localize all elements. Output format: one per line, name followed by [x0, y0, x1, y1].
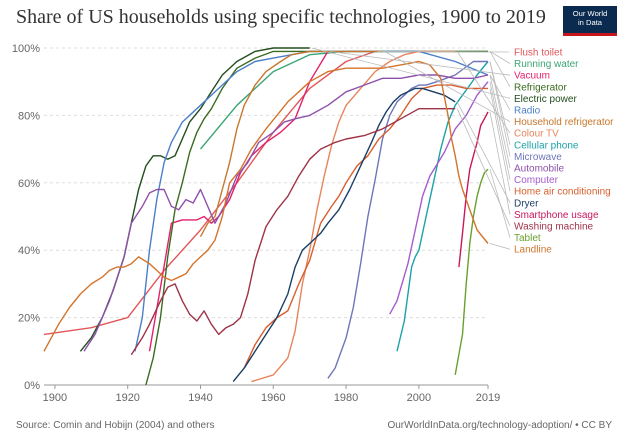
x-tick-label: 2019 — [476, 392, 500, 404]
gridlines — [44, 47, 489, 389]
y-tick-label: 80% — [18, 110, 40, 122]
legend-connector — [456, 51, 511, 134]
legend-connector — [311, 47, 511, 99]
series-lines — [43, 47, 489, 386]
logo-line-2: in Data — [577, 18, 603, 27]
y-axis-tick-labels: 0% 20% 40% 60% 80% 100% — [12, 43, 40, 392]
y-tick-label: 40% — [18, 245, 40, 257]
y-tick-label: 20% — [18, 313, 40, 325]
legend-label-computer[interactable]: Computer — [514, 175, 559, 186]
x-tick-label: 1960 — [261, 392, 285, 404]
y-tick-label: 0% — [24, 380, 40, 392]
series-line-landline[interactable] — [43, 60, 489, 352]
legend-label-running-water[interactable]: Running water — [514, 59, 579, 70]
legend-connector — [489, 51, 511, 87]
legend-label-household-refrigerator[interactable]: Household refrigerator — [514, 117, 614, 128]
legend-connectors — [311, 47, 511, 250]
legend-label-tablet[interactable]: Tablet — [514, 233, 541, 244]
legend-label-electric-power[interactable]: Electric power — [514, 94, 577, 105]
legend-connector — [489, 111, 511, 215]
legend-label-landline[interactable]: Landline — [514, 245, 552, 256]
legend-connector — [489, 74, 511, 169]
legend-label-flush-toilet[interactable]: Flush toilet — [514, 48, 563, 59]
owid-logo[interactable]: Our World in Data — [563, 6, 617, 36]
source-link[interactable]: OurWorldInData.org/technology-adoption/ … — [387, 420, 612, 431]
series-line-refrigerator[interactable] — [145, 50, 488, 386]
legend-connector — [489, 169, 511, 238]
legend-label-vacuum[interactable]: Vacuum — [514, 71, 550, 82]
logo-line-1: Our World — [572, 9, 608, 18]
series-line-automobile[interactable] — [83, 74, 489, 352]
series-line-cellular-phone[interactable] — [396, 61, 489, 352]
series-line-tablet[interactable] — [454, 168, 489, 376]
legend-connector — [489, 81, 511, 180]
legend-connector — [489, 61, 511, 157]
legend-label-dryer[interactable]: Dryer — [514, 198, 539, 209]
x-tick-label: 1980 — [334, 392, 358, 404]
x-tick-label: 1940 — [188, 392, 212, 404]
x-axis-tick-labels: 1900 1920 1940 1960 1980 2000 2019 — [43, 392, 501, 404]
y-tick-label: 60% — [18, 178, 40, 190]
legend-connector — [456, 101, 511, 203]
legend-label-refrigerator[interactable]: Refrigerator — [514, 82, 567, 93]
series-line-vacuum[interactable] — [148, 51, 329, 352]
chart-title: Share of US households using specific te… — [16, 6, 546, 28]
legend-connector — [384, 51, 511, 122]
series-line-dryer[interactable] — [232, 87, 456, 383]
series-line-household-refrigerator[interactable] — [199, 50, 383, 238]
series-line-flush-toilet[interactable] — [43, 50, 376, 336]
legend-label-smartphone-usage[interactable]: Smartphone usage — [514, 210, 599, 221]
legend-label-microwave[interactable]: Microwave — [514, 152, 562, 163]
series-line-computer[interactable] — [389, 81, 489, 315]
legend-label-home-air-conditioning[interactable]: Home air conditioning — [514, 187, 611, 198]
x-tick-label: 1900 — [43, 392, 67, 404]
source-note: Source: Comin and Hobijn (2004) and othe… — [16, 420, 215, 431]
x-tick-label: 1920 — [115, 392, 139, 404]
legend-label-radio[interactable]: Radio — [514, 106, 541, 117]
x-tick-label: 2000 — [407, 392, 431, 404]
legend-label-automobile[interactable]: Automobile — [514, 164, 564, 175]
y-tick-label: 100% — [12, 43, 40, 55]
legend-connector — [489, 51, 511, 64]
legend-label-washing-machine[interactable]: Washing machine — [514, 222, 594, 233]
legend-label-cellular-phone[interactable]: Cellular phone — [514, 140, 579, 151]
legend-connector — [377, 51, 511, 53]
series-line-colour-tv[interactable] — [251, 50, 456, 383]
series-line-washing-machine[interactable] — [130, 108, 456, 356]
legend-label-colour-tv[interactable]: Colour TV — [514, 129, 559, 140]
legend-connector — [489, 243, 511, 250]
legend-connector — [489, 74, 511, 111]
legend-connector — [329, 51, 511, 76]
series-line-radio[interactable] — [134, 50, 489, 352]
series-line-smartphone-usage[interactable] — [458, 111, 489, 268]
legend-connector — [489, 88, 511, 192]
